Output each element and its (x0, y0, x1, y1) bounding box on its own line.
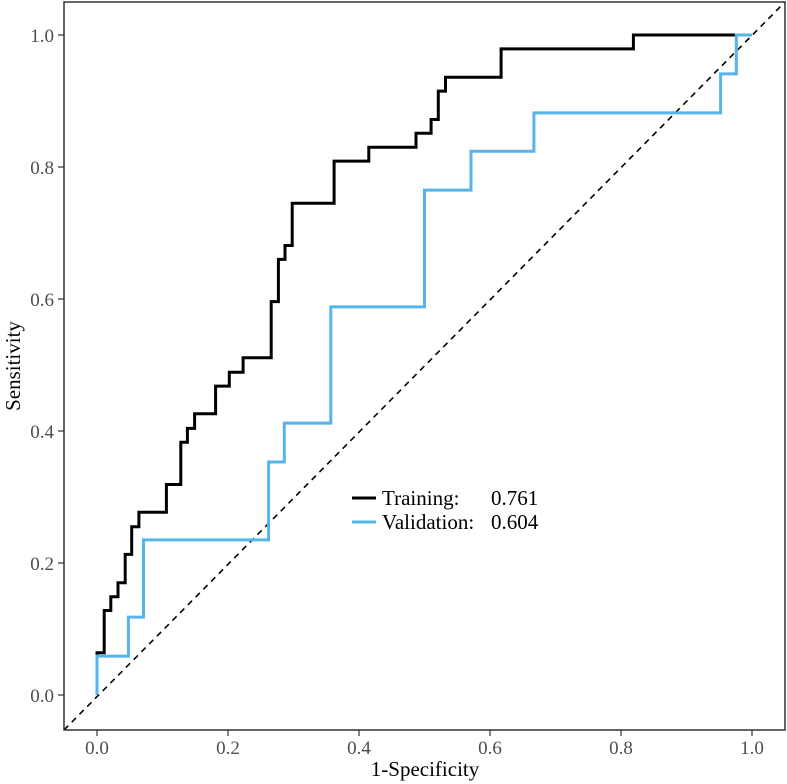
series-line-training (95, 33, 752, 695)
reference-diagonal-line (63, 1, 786, 731)
y-tick-label: 0.6 (30, 290, 54, 311)
x-tick-label: 0.2 (216, 738, 240, 759)
legend-label-1: Training: (382, 486, 459, 510)
y-tick-label: 0.2 (30, 554, 54, 575)
legend-label-2: Validation: (382, 510, 474, 534)
x-tick-label: 0.8 (609, 738, 633, 759)
y-tick-label: 0.8 (30, 158, 54, 179)
y-tick-label: 0.4 (30, 422, 54, 443)
y-tick-label: 1.0 (30, 26, 54, 47)
legend-auc-1: 0.761 (491, 486, 538, 510)
series-layer (95, 33, 752, 695)
y-tick-label: 0.0 (30, 686, 54, 707)
x-tick-label: 0.0 (85, 738, 109, 759)
x-axis-title: 1-Specificity (371, 757, 480, 781)
y-axis-title: Sensitivity (1, 321, 25, 411)
reference-line-layer (63, 1, 786, 731)
x-axis: 0.0 0.2 0.4 0.6 0.8 1.0 (85, 730, 764, 759)
series-line-validation (95, 33, 752, 695)
plot-panel-border (63, 1, 786, 731)
y-axis: 0.0 0.2 0.4 0.6 0.8 1.0 (30, 26, 64, 707)
x-tick-label: 0.4 (347, 738, 371, 759)
legend-auc-2: 0.604 (491, 510, 539, 534)
legend: Training: 0.761 Validation: 0.604 (352, 486, 539, 534)
x-tick-label: 0.6 (478, 738, 502, 759)
x-tick-label: 1.0 (740, 738, 764, 759)
